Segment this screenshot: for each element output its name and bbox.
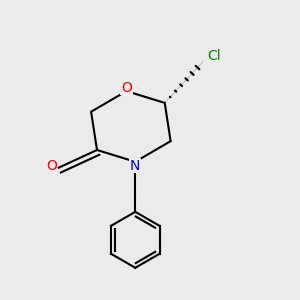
Text: Cl: Cl xyxy=(207,49,221,63)
Text: O: O xyxy=(46,159,57,173)
Text: O: O xyxy=(121,81,132,94)
Text: N: N xyxy=(130,159,140,172)
